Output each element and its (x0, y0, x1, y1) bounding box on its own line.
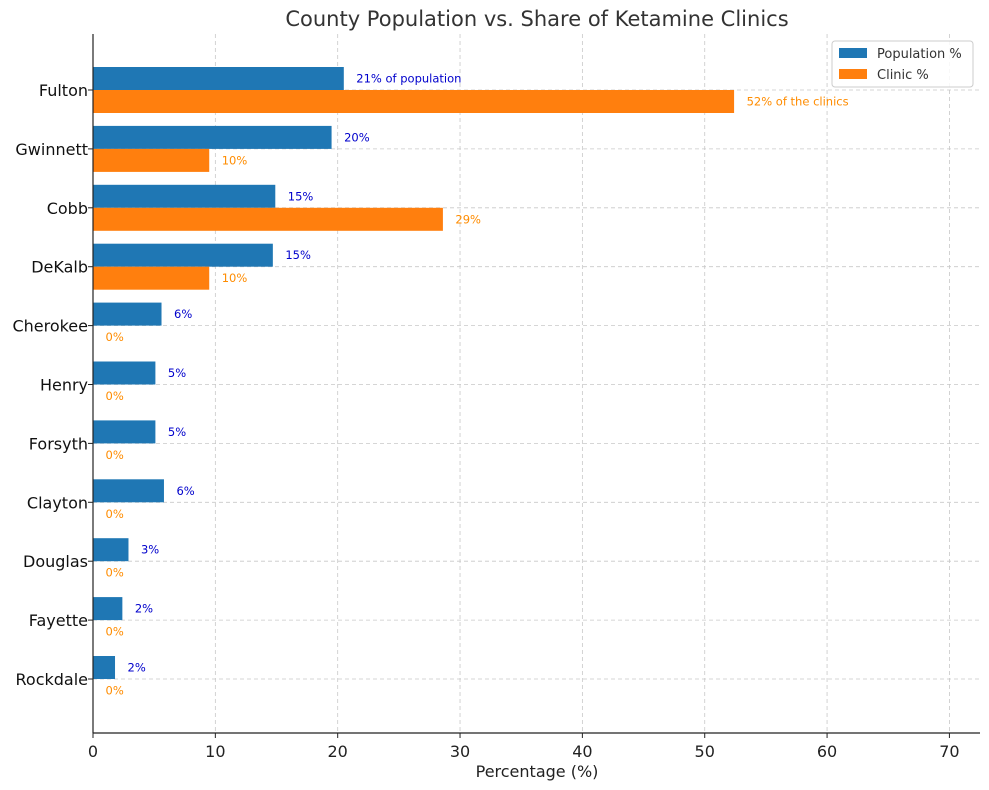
bar-population-cherokee (93, 302, 162, 326)
category-label: Rockdale (16, 670, 89, 689)
category-label: Henry (40, 376, 88, 395)
data-label-clinic: 0% (106, 684, 124, 698)
data-labels: 21% of population 52% of the clinics 20% 10… (106, 72, 849, 698)
tick-labels: 0 10 20 30 40 50 60 70 (88, 742, 960, 761)
data-label-clinic: 0% (106, 507, 124, 521)
bar-population-henry (93, 361, 156, 385)
data-label-population: 20% (344, 130, 370, 144)
data-label-population: 5% (168, 366, 186, 380)
data-label-population: 21% of population (356, 72, 461, 86)
bar-population-dekalb (93, 243, 273, 267)
data-label-clinic: 0% (106, 448, 124, 462)
data-label-population: 6% (174, 307, 192, 321)
legend-label-clinic: Clinic % (877, 68, 929, 83)
x-tick-label: 40 (572, 742, 592, 761)
category-label: Forsyth (29, 434, 88, 453)
bar-population-fayette (93, 597, 123, 621)
category-label: Douglas (23, 552, 88, 571)
legend-swatch-clinic (839, 69, 867, 79)
x-tick-label: 70 (939, 742, 959, 761)
x-tick-label: 0 (88, 742, 98, 761)
legend-swatch-population (839, 48, 867, 58)
bar-clinic-cobb (93, 207, 443, 231)
bar-clinic-fulton (93, 90, 735, 113)
data-label-population: 5% (168, 425, 186, 439)
category-label: Fulton (39, 81, 88, 100)
data-label-clinic: 52% of the clinics (747, 95, 849, 109)
bar-population-cobb (93, 184, 276, 208)
data-label-clinic: 10% (222, 153, 248, 167)
bar-clinic-dekalb (93, 266, 210, 290)
data-label-clinic: 0% (106, 625, 124, 639)
data-label-clinic: 0% (106, 330, 124, 344)
category-labels: Fulton Gwinnett Cobb DeKalb Cherokee Henry For… (12, 81, 88, 689)
x-tick-label: 20 (328, 742, 348, 761)
data-label-clinic: 29% (455, 212, 481, 226)
x-tick-label: 50 (695, 742, 715, 761)
x-tick-label: 10 (205, 742, 225, 761)
data-label-population: 15% (288, 189, 314, 203)
bar-population-rockdale (93, 656, 116, 679)
bar-population-gwinnett (93, 125, 332, 149)
data-label-population: 3% (141, 543, 159, 557)
bars (93, 67, 735, 679)
legend: Population % Clinic % (831, 40, 974, 88)
data-label-population: 6% (176, 484, 194, 498)
legend-label-population: Population % (877, 47, 962, 62)
category-label: Cherokee (12, 317, 88, 336)
legend-box (831, 40, 974, 88)
bar-clinic-gwinnett (93, 148, 210, 172)
data-label-population: 15% (285, 248, 311, 262)
data-label-clinic: 10% (222, 271, 248, 285)
category-label: Gwinnett (15, 140, 88, 159)
category-label: DeKalb (31, 258, 88, 277)
bar-population-douglas (93, 538, 129, 562)
data-label-clinic: 0% (106, 389, 124, 403)
bar-population-clayton (93, 479, 164, 503)
bar-population-fulton (93, 67, 344, 90)
data-label-population: 2% (135, 602, 153, 616)
category-label: Clayton (27, 493, 88, 512)
chart-title: County Population vs. Share of Ketamine … (285, 7, 788, 31)
x-tick-label: 30 (450, 742, 470, 761)
data-label-population: 2% (128, 661, 146, 675)
x-axis-label: Percentage (%) (476, 762, 599, 781)
data-label-clinic: 0% (106, 566, 124, 580)
category-label: Fayette (29, 611, 88, 630)
bar-population-forsyth (93, 420, 156, 444)
x-tick-label: 60 (817, 742, 837, 761)
category-label: Cobb (47, 199, 88, 218)
axes (88, 34, 980, 738)
